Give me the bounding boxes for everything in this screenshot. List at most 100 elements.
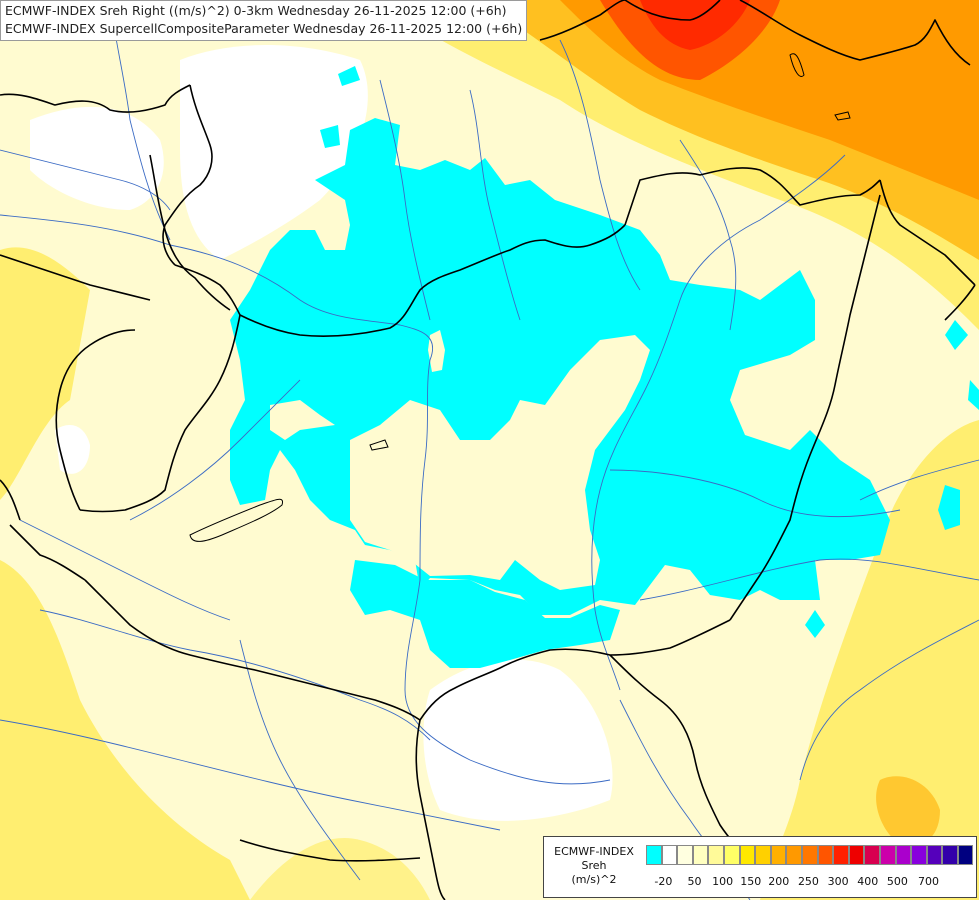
legend-swatch xyxy=(692,845,709,865)
legend-tick-label: 700 xyxy=(918,875,940,888)
legend-title-line-3: (m/s)^2 xyxy=(571,873,617,886)
legend-title: ECMWF-INDEX Sreh (m/s)^2 xyxy=(546,845,642,887)
border-czech-slovakia xyxy=(162,84,213,266)
river-south1 xyxy=(239,639,361,881)
cyan-spot-east3 xyxy=(938,485,960,530)
border-czech-austria xyxy=(0,254,151,301)
legend-swatch xyxy=(677,845,693,865)
legend-swatch xyxy=(661,845,678,865)
river-hron xyxy=(469,89,521,321)
river-vah xyxy=(379,79,431,321)
river-koros xyxy=(609,469,901,517)
white-area-northwest xyxy=(30,106,164,210)
cyan-zone-south xyxy=(350,560,620,668)
legend-tick-label: 500 xyxy=(886,875,908,888)
legend-swatches xyxy=(646,845,974,865)
color-legend: ECMWF-INDEX Sreh (m/s)^2 -20 50 100 150 200 2… xyxy=(543,836,977,898)
white-area-north xyxy=(180,45,368,260)
border-austria-slovenia xyxy=(9,524,86,581)
white-area-south xyxy=(423,659,613,821)
legend-tick-label: 50 xyxy=(687,875,702,888)
legend-tick-label: 200 xyxy=(768,875,790,888)
legend-swatch xyxy=(739,845,756,865)
river-north2 xyxy=(679,139,737,331)
map-title-box: ECMWF-INDEX Sreh Right ((m/s)^2) 0-3km W… xyxy=(0,0,528,41)
border-romania-ukraine xyxy=(944,284,976,321)
river-sava xyxy=(0,719,501,831)
border-croatia-bosnia xyxy=(415,719,446,900)
yellow-area-east xyxy=(760,420,979,900)
legend-tick-label: 100 xyxy=(712,875,734,888)
hole-central xyxy=(350,335,650,590)
title-line-1: ECMWF-INDEX Sreh Right ((m/s)^2) 0-3km W… xyxy=(5,3,507,18)
border-slovakia-hungary xyxy=(239,224,626,337)
legend-ticks: -20 50 100 150 200 250 300 400 500 700 xyxy=(646,875,976,889)
legend-swatch xyxy=(755,845,771,865)
lake-balaton xyxy=(189,498,284,542)
yellow-area-south xyxy=(250,838,430,900)
legend-tick-label: 250 xyxy=(797,875,819,888)
river-danube xyxy=(0,214,611,785)
legend-swatch xyxy=(708,845,724,865)
legend-tick-label: 150 xyxy=(740,875,762,888)
river-east2 xyxy=(859,459,979,501)
river-north1 xyxy=(559,39,641,291)
hole-west xyxy=(270,400,335,440)
river-raba xyxy=(129,379,301,521)
cyan-spot-north xyxy=(338,66,360,86)
legend-swatch xyxy=(786,845,802,865)
legend-swatch xyxy=(833,845,849,865)
legend-tick-label: 300 xyxy=(827,875,849,888)
border-austria-hungary xyxy=(79,314,241,513)
border-hungary-croatia xyxy=(84,579,421,721)
legend-tick-label: 400 xyxy=(857,875,879,888)
title-line-2: ECMWF-INDEX SupercellCompositeParameter … xyxy=(5,21,523,36)
river-west1 xyxy=(0,149,171,211)
lake-north xyxy=(789,53,805,77)
legend-swatch xyxy=(926,845,943,865)
border-poland-ukraine xyxy=(539,0,971,66)
lake-north2 xyxy=(834,111,851,121)
border-northwest xyxy=(0,479,21,521)
legend-swatch xyxy=(848,845,865,865)
border-hungary-romania xyxy=(729,194,881,621)
yellow-area-southwest xyxy=(0,560,250,900)
legend-swatch xyxy=(723,845,740,865)
legend-swatch xyxy=(801,845,818,865)
hole-small xyxy=(428,330,445,372)
legend-tick-label: -20 xyxy=(654,875,673,888)
red-area-peak xyxy=(640,0,750,50)
cyan-spot-east2 xyxy=(968,380,979,410)
border-west-lower xyxy=(55,329,136,511)
legend-swatch xyxy=(879,845,896,865)
yellow-area-west xyxy=(0,247,90,500)
border-north-czech-poland xyxy=(0,84,191,113)
cyan-spot-east1 xyxy=(945,320,968,350)
legend-swatch xyxy=(770,845,787,865)
river-mur xyxy=(19,519,231,621)
legend-swatch xyxy=(895,845,912,865)
legend-title-line-1: ECMWF-INDEX xyxy=(554,845,634,858)
legend-swatch xyxy=(864,845,880,865)
river-tisza xyxy=(591,154,846,691)
legend-swatch xyxy=(817,845,834,865)
lake-small xyxy=(369,439,389,451)
river-east1 xyxy=(799,619,979,781)
legend-swatch xyxy=(957,845,974,865)
cyan-spot-north2 xyxy=(320,125,340,148)
border-slovakia-ukraine-poland xyxy=(624,167,881,226)
border-west-austria xyxy=(149,154,231,311)
orange-area-southeast xyxy=(876,776,940,847)
border-serbia-romania xyxy=(609,654,751,861)
river-drava xyxy=(39,609,431,741)
legend-swatch xyxy=(646,845,662,865)
border-south-bosnia xyxy=(239,839,421,862)
legend-title-line-2: Sreh xyxy=(581,859,607,872)
cyan-spot-east4 xyxy=(805,610,825,638)
border-austria-slovakia xyxy=(174,264,241,316)
legend-swatch xyxy=(911,845,927,865)
river-maros xyxy=(639,558,979,601)
